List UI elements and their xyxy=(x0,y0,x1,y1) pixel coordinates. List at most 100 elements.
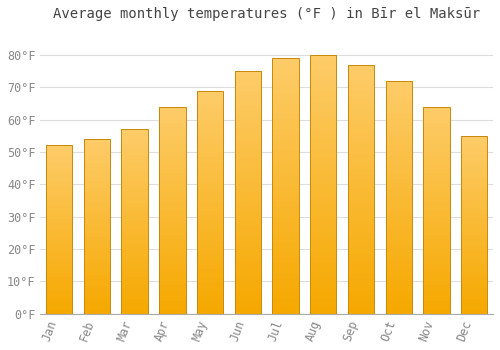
Bar xyxy=(122,288,148,292)
Bar xyxy=(310,246,336,252)
Bar xyxy=(197,296,224,300)
Bar xyxy=(348,199,374,204)
Bar xyxy=(461,300,487,303)
Bar xyxy=(197,233,224,238)
Bar xyxy=(46,156,72,159)
Bar xyxy=(234,275,261,280)
Bar xyxy=(84,156,110,160)
Bar xyxy=(122,292,148,295)
Bar xyxy=(386,258,412,262)
Bar xyxy=(159,107,186,111)
Bar xyxy=(386,174,412,178)
Bar xyxy=(234,110,261,115)
Bar xyxy=(84,293,110,296)
Bar xyxy=(46,209,72,213)
Bar xyxy=(272,283,299,288)
Bar xyxy=(122,277,148,280)
Bar xyxy=(461,257,487,260)
Bar xyxy=(272,176,299,181)
Bar xyxy=(348,65,374,70)
Bar xyxy=(122,218,148,222)
Bar xyxy=(159,123,186,127)
Bar xyxy=(234,294,261,299)
Bar xyxy=(310,210,336,215)
Bar xyxy=(197,238,224,242)
Bar xyxy=(234,193,261,197)
Bar xyxy=(122,214,148,218)
Bar xyxy=(84,265,110,268)
Bar xyxy=(386,164,412,169)
Bar xyxy=(386,127,412,132)
Bar xyxy=(461,236,487,239)
Bar xyxy=(386,150,412,155)
Bar xyxy=(386,300,412,304)
Bar xyxy=(46,179,72,182)
Bar xyxy=(461,253,487,257)
Bar xyxy=(122,129,148,133)
Bar xyxy=(348,159,374,164)
Bar xyxy=(386,211,412,216)
Bar xyxy=(310,252,336,257)
Bar xyxy=(424,148,450,152)
Bar xyxy=(348,94,374,99)
Bar xyxy=(46,189,72,193)
Bar xyxy=(159,285,186,289)
Bar xyxy=(197,166,224,171)
Bar xyxy=(84,216,110,219)
Bar xyxy=(234,105,261,110)
Bar xyxy=(122,280,148,284)
Bar xyxy=(424,272,450,276)
Bar xyxy=(272,227,299,232)
Bar xyxy=(84,177,110,181)
Bar xyxy=(424,107,450,111)
Bar xyxy=(122,170,148,174)
Bar xyxy=(424,264,450,268)
Bar xyxy=(461,246,487,250)
Bar xyxy=(461,154,487,157)
Bar xyxy=(122,262,148,266)
Bar xyxy=(122,303,148,306)
Bar xyxy=(122,236,148,240)
Bar xyxy=(46,166,72,169)
Bar xyxy=(461,203,487,207)
Bar xyxy=(122,129,148,314)
Bar xyxy=(197,282,224,287)
Bar xyxy=(46,159,72,162)
Bar xyxy=(424,173,450,177)
Bar xyxy=(386,304,412,309)
Bar xyxy=(272,79,299,84)
Bar xyxy=(386,178,412,183)
Bar xyxy=(84,230,110,233)
Bar xyxy=(272,273,299,278)
Bar xyxy=(386,193,412,197)
Bar xyxy=(348,144,374,149)
Bar xyxy=(348,99,374,105)
Bar xyxy=(348,179,374,184)
Bar xyxy=(348,85,374,90)
Bar xyxy=(122,229,148,232)
Bar xyxy=(310,96,336,102)
Bar xyxy=(348,299,374,304)
Bar xyxy=(159,152,186,156)
Bar xyxy=(386,220,412,225)
Bar xyxy=(386,183,412,188)
Bar xyxy=(310,148,336,153)
Bar xyxy=(234,149,261,154)
Bar xyxy=(197,291,224,296)
Bar xyxy=(234,222,261,226)
Bar xyxy=(386,239,412,244)
Bar xyxy=(424,218,450,223)
Bar xyxy=(310,205,336,210)
Bar xyxy=(159,136,186,140)
Bar xyxy=(386,104,412,109)
Bar xyxy=(159,198,186,202)
Bar xyxy=(197,265,224,269)
Bar xyxy=(122,299,148,303)
Bar xyxy=(234,246,261,251)
Bar xyxy=(461,146,487,150)
Bar xyxy=(348,214,374,219)
Bar xyxy=(386,99,412,104)
Bar xyxy=(159,252,186,256)
Bar xyxy=(234,115,261,120)
Bar xyxy=(234,309,261,314)
